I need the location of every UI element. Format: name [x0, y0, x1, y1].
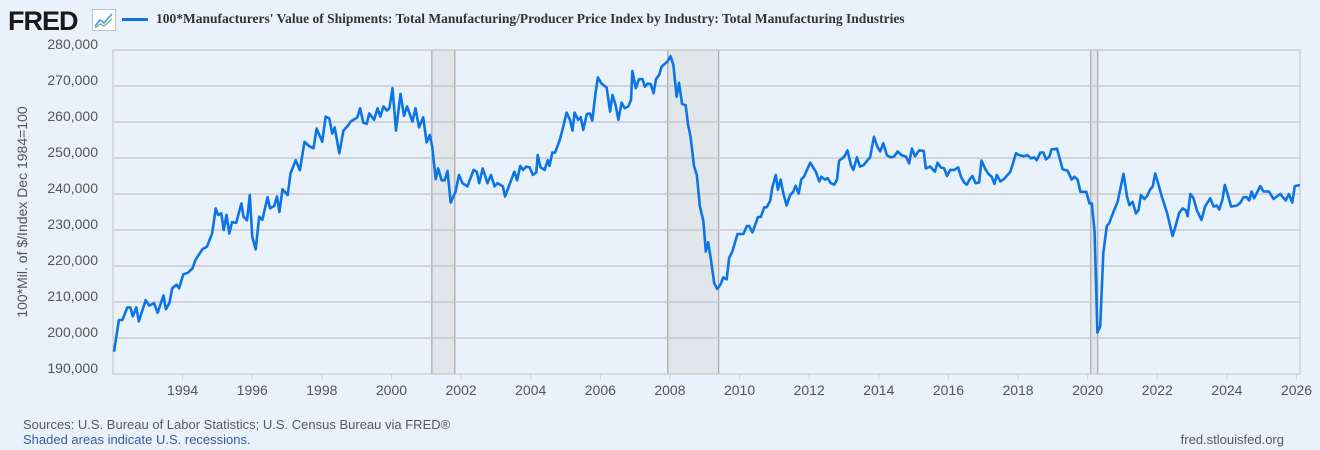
- x-tick-label: 2000: [376, 382, 407, 398]
- sources-note: Sources: U.S. Bureau of Labor Statistics…: [23, 417, 451, 432]
- x-tick-label: 2004: [515, 382, 546, 398]
- fred-logo[interactable]: FRED: [8, 6, 78, 36]
- chart-line-icon: [92, 9, 116, 31]
- x-axis-tick-labels: 1994 1996 1998 2000 2002 2004 2006 2008 2010 2012…: [167, 374, 1312, 398]
- y-tick-label: 190,000: [47, 360, 98, 376]
- y-axis-label: 100*Mil. of $/Index Dec 1984=100: [14, 106, 30, 318]
- x-tick-label: 2002: [446, 382, 477, 398]
- recessions-link[interactable]: Shaded areas indicate U.S. recessions.: [23, 432, 251, 447]
- y-axis-tick-labels: 190,000 200,000 210,000 220,000 230,000 240,0…: [47, 36, 98, 376]
- recession-band: [431, 49, 456, 375]
- y-tick-label: 280,000: [47, 36, 98, 52]
- x-tick-label: 2022: [1142, 382, 1173, 398]
- plot-frame: [112, 49, 1301, 375]
- recession-band: [667, 49, 720, 375]
- legend: 100*Manufacturers' Value of Shipments: T…: [122, 11, 905, 27]
- x-tick-label: 2024: [1211, 382, 1242, 398]
- x-tick-label: 1998: [306, 382, 337, 398]
- x-tick-label: 2020: [1072, 382, 1103, 398]
- y-tick-label: 270,000: [47, 72, 98, 88]
- y-tick-label: 260,000: [47, 108, 98, 124]
- series-line: [112, 54, 1301, 352]
- x-tick-label: 1994: [167, 382, 198, 398]
- x-tick-label: 2026: [1281, 382, 1312, 398]
- y-tick-label: 210,000: [47, 288, 98, 304]
- fred-url[interactable]: fred.stlouisfed.org: [1180, 432, 1284, 447]
- y-tick-label: 200,000: [47, 324, 98, 340]
- x-tick-label: 2006: [585, 382, 616, 398]
- x-tick-label: 2014: [863, 382, 894, 398]
- y-tick-label: 220,000: [47, 252, 98, 268]
- legend-label: 100*Manufacturers' Value of Shipments: T…: [156, 11, 905, 26]
- x-tick-label: 2008: [654, 382, 685, 398]
- y-tick-label: 250,000: [47, 144, 98, 160]
- x-tick-label: 2010: [724, 382, 755, 398]
- legend-swatch: [122, 17, 148, 21]
- x-tick-label: 2018: [1002, 382, 1033, 398]
- x-tick-label: 1996: [237, 382, 268, 398]
- y-tick-label: 240,000: [47, 180, 98, 196]
- x-tick-label: 2016: [933, 382, 964, 398]
- x-tick-label: 2012: [794, 382, 825, 398]
- y-tick-label: 230,000: [47, 216, 98, 232]
- recession-shading: [431, 49, 1099, 375]
